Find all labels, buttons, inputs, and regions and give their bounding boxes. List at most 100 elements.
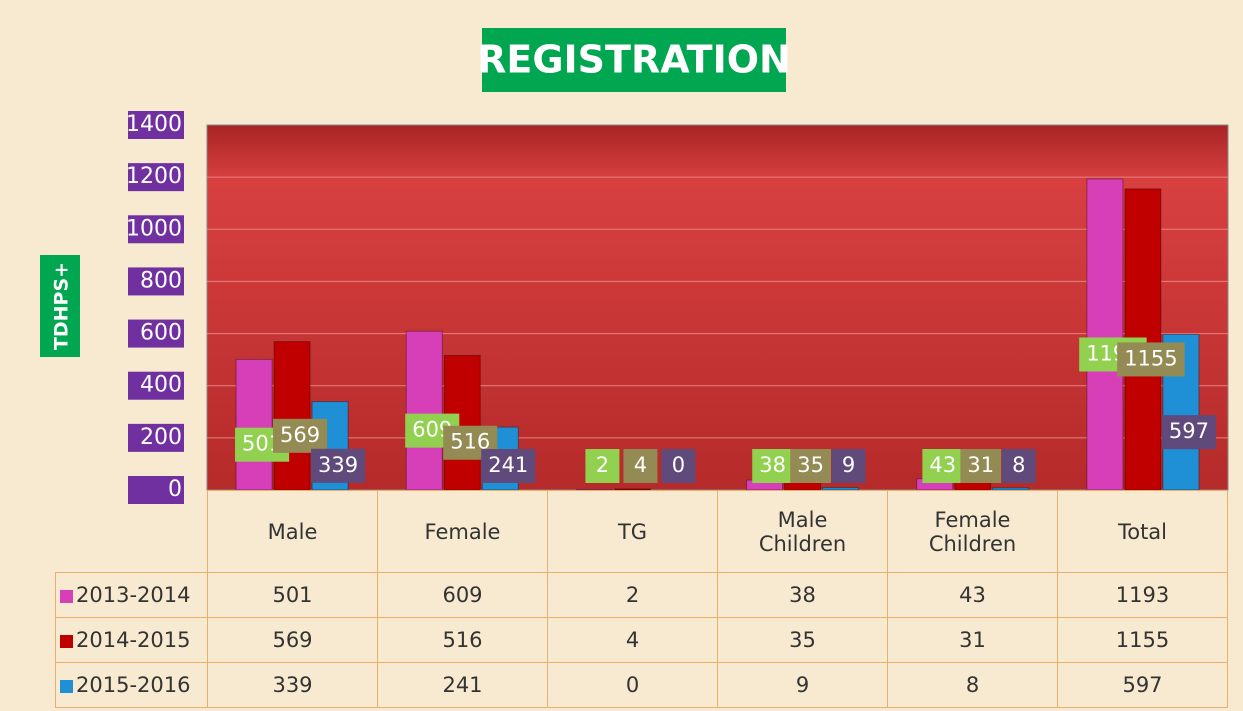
header-row: Male Female TG Male Children Female Children… (55, 490, 1228, 573)
data-label-bg (1001, 449, 1036, 483)
data-label-bg (481, 449, 536, 483)
table-cell: Female Children (887, 490, 1058, 573)
bar (405, 330, 443, 491)
cell-text: 501 (272, 583, 313, 607)
table-cell: 0 (547, 662, 718, 708)
cell-text: 609 (442, 583, 483, 607)
cell-text: Male Children (758, 507, 847, 556)
cell-text: 1193 (1115, 583, 1170, 607)
data-label: 569 (280, 423, 320, 447)
table-cell: 609 (377, 572, 548, 618)
data-label-bg (831, 449, 866, 483)
y-tick-label: 400 (140, 373, 182, 398)
cell-text: Male (267, 519, 318, 544)
data-label: 43 (929, 453, 956, 477)
cell-text: 38 (789, 583, 816, 607)
table-cell: 2014-2015 (55, 617, 208, 663)
title-box (482, 28, 786, 92)
cell-text: 1155 (1115, 628, 1170, 652)
cell-text: 8 (965, 673, 980, 697)
y-label-box (40, 255, 80, 357)
table-cell: 569 (207, 617, 378, 663)
table-cell: Male Children (717, 490, 888, 573)
data-label-bg (623, 449, 658, 483)
table-cell: 8 (887, 662, 1058, 708)
legend-label: 2014-2015 (76, 628, 191, 652)
cell-text: 9 (795, 673, 810, 697)
cell-text: Female Children (928, 507, 1017, 556)
y-tick-bg (128, 215, 184, 244)
data-label-bg (273, 418, 328, 453)
data-label: 1155 (1124, 346, 1177, 370)
cell-text: 597 (1122, 673, 1163, 697)
table-cell: 4 (547, 617, 718, 663)
y-tick-bg (128, 111, 184, 139)
data-label-bg (311, 448, 366, 483)
table-cell: 2013-2014 (55, 572, 208, 618)
y-tick-label: 1400 (126, 112, 182, 137)
cell-text: Total (1117, 519, 1168, 544)
data-label: 241 (488, 453, 528, 477)
bar (235, 358, 273, 491)
y-tick-label: 800 (140, 268, 182, 293)
data-label: 4 (634, 453, 647, 477)
table-cell: 43 (887, 572, 1058, 618)
legend-swatch (60, 634, 73, 648)
cell-text: Female (424, 519, 501, 544)
data-table: Male Female TG Male Children Female Children… (55, 490, 1228, 708)
y-tick-bg (128, 163, 184, 192)
data-label-bg (752, 449, 793, 483)
data-label: 597 (1169, 419, 1209, 443)
bar (954, 481, 992, 491)
data-label: 2 (596, 453, 609, 477)
table-cell: 516 (377, 617, 548, 663)
cell-text: TG (617, 519, 648, 544)
y-tick-label: 1200 (126, 164, 182, 189)
legend-swatch (60, 589, 73, 603)
y-tick-label: 200 (140, 425, 182, 450)
cell-text: 569 (272, 628, 313, 652)
table-cell: 38 (717, 572, 888, 618)
data-label-bg (790, 449, 831, 483)
data-label-bg (1161, 415, 1216, 450)
legend-row: 2013-2014 501 609 2 38 43 1193 (55, 572, 1228, 618)
legend-label: 2013-2014 (76, 583, 191, 607)
table-cell: Female (377, 490, 548, 573)
table-cell: 35 (717, 617, 888, 663)
data-label: 8 (1012, 453, 1025, 477)
table-cell: 2 (547, 572, 718, 618)
data-label: 339 (318, 453, 358, 477)
legend-swatch (60, 679, 73, 693)
cell-text: 43 (959, 583, 986, 607)
y-tick-bg (128, 319, 184, 348)
table-cell: Male (207, 490, 378, 573)
legend-row: 2015-2016 339 241 0 9 8 597 (55, 662, 1228, 708)
cell-text: 2 (625, 583, 640, 607)
data-label: 38 (759, 453, 786, 477)
cell-text: 339 (272, 673, 313, 697)
y-tick-bg (128, 267, 184, 296)
data-label-bg (1117, 342, 1185, 377)
table-cell: 1155 (1057, 617, 1228, 663)
chart-title: REGISTRATION (477, 38, 791, 82)
table-cell: 597 (1057, 662, 1228, 708)
cell-text: 241 (442, 673, 483, 697)
y-axis-label: TDHPS+ (51, 262, 73, 350)
data-label-bg (661, 449, 696, 483)
bar (992, 487, 1030, 491)
data-label: 35 (797, 453, 824, 477)
bar (1086, 178, 1124, 491)
data-label-bg (922, 449, 964, 483)
plot-area (206, 124, 1229, 491)
table-cell (55, 490, 208, 573)
data-label: 0 (672, 453, 685, 477)
bar (273, 341, 311, 491)
y-tick-label: 600 (140, 321, 182, 346)
data-label-bg (960, 449, 1002, 483)
legend-row: 2014-2015 569 516 4 35 31 1155 (55, 617, 1228, 663)
data-label: 31 (967, 453, 994, 477)
table-cell: 501 (207, 572, 378, 618)
cell-text: 4 (625, 628, 640, 652)
